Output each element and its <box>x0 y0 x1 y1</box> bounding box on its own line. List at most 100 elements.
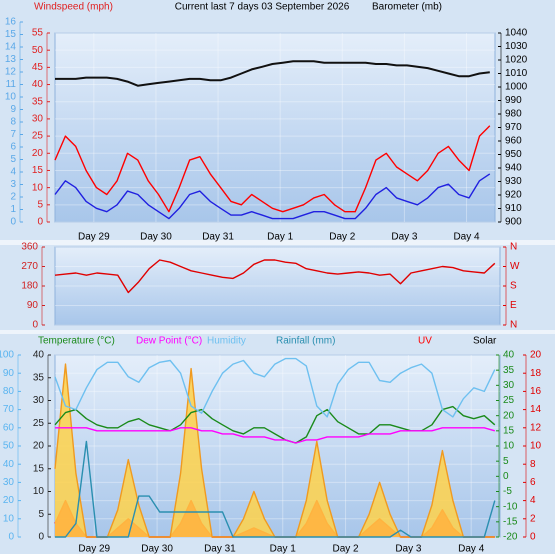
y-tick-label: 16 <box>530 386 542 397</box>
y-tick-label: 940 <box>505 163 522 174</box>
y-tick-label: W <box>510 261 520 272</box>
y2-axis-title: Barometer (mb) <box>372 2 442 13</box>
y-tick-label: -15 <box>503 516 518 527</box>
y-tick-label: 11 <box>6 79 17 90</box>
y-tick-label: 1030 <box>505 41 528 52</box>
y-tick-label: 8 <box>10 117 16 128</box>
legend-entry: Temperature (°C) <box>38 336 115 347</box>
y-tick-label: 12 <box>530 422 542 433</box>
y-tick-label: 0 <box>38 532 44 543</box>
y-tick-label: 1040 <box>505 28 528 39</box>
y-tick-label: 10 <box>33 486 45 497</box>
y-tick-label: 2 <box>10 192 16 203</box>
y-tick-label: 930 <box>505 176 522 187</box>
y-tick-label: 7 <box>10 129 16 140</box>
y-tick-label: 10 <box>5 92 17 103</box>
y-tick-label: 360 <box>21 242 38 253</box>
x-tick-label: Day 31 <box>202 232 234 243</box>
y-tick-label: 80 <box>3 386 15 397</box>
x-tick-label: Day 3 <box>391 232 418 243</box>
x-tick-label: Day 30 <box>141 544 173 554</box>
y-tick-label: 20 <box>3 495 15 506</box>
y-tick-label: 0 <box>32 320 38 331</box>
y-tick-label: 0 <box>10 217 16 228</box>
y-tick-label: 50 <box>32 45 44 56</box>
y-tick-label: 25 <box>503 395 515 406</box>
y-tick-label: 20 <box>32 148 44 159</box>
y-tick-label: 0 <box>503 471 509 482</box>
y-tick-label: 55 <box>32 28 44 39</box>
y-tick-label: 90 <box>27 300 39 311</box>
y-tick-label: 6 <box>10 142 16 153</box>
y-tick-label: E <box>510 300 517 311</box>
y-tick-label: 25 <box>33 418 45 429</box>
y-tick-label: 40 <box>3 459 15 470</box>
y-tick-label: 16 <box>5 17 17 28</box>
legend-entry: UV <box>418 336 432 347</box>
series-line <box>55 440 496 538</box>
x-tick-label: Day 30 <box>140 232 172 243</box>
x-tick-label: Day 29 <box>78 232 110 243</box>
y-tick-label: 970 <box>505 122 522 133</box>
area-fill <box>55 364 495 537</box>
y-tick-label: 5 <box>38 509 44 520</box>
series-line <box>54 357 496 418</box>
y-tick-label: 960 <box>505 136 522 147</box>
y-tick-label: 40 <box>503 350 515 361</box>
y-tick-label: 5 <box>37 199 43 210</box>
y-tick-label: 900 <box>505 217 522 228</box>
y-tick-label: 40 <box>33 350 45 361</box>
series-line <box>55 60 490 87</box>
x-tick-label: Day 29 <box>78 544 110 554</box>
y-tick-label: 35 <box>33 372 45 383</box>
y-tick-label: 60 <box>3 422 15 433</box>
x-tick-label: Day 1 <box>270 544 297 554</box>
y-tick-label: 20 <box>503 410 515 421</box>
y-tick-label: 9 <box>10 104 16 115</box>
y-tick-label: 40 <box>32 79 44 90</box>
x-tick-label: Day 4 <box>458 544 485 554</box>
y-tick-label: 1 <box>10 204 16 215</box>
y-tick-label: 0 <box>8 532 14 543</box>
x-tick-label: Day 2 <box>329 232 356 243</box>
y-tick-label: 6 <box>530 477 536 488</box>
y-tick-label: -5 <box>503 486 512 497</box>
y-tick-label: 15 <box>5 29 17 40</box>
y-tick-label: 20 <box>33 441 45 452</box>
legend-entry: Humidity <box>207 336 246 347</box>
y-tick-label: 35 <box>503 365 515 376</box>
y-tick-label: 50 <box>3 441 15 452</box>
y-tick-label: 1020 <box>505 55 528 66</box>
series-line <box>54 125 491 213</box>
y-tick-label: 3 <box>10 179 16 190</box>
x-tick-label: Day 1 <box>267 232 294 243</box>
y-tick-label: -10 <box>503 501 518 512</box>
series-line <box>54 259 496 294</box>
legend-entry: Rainfall (mm) <box>276 336 335 347</box>
y-tick-label: 5 <box>503 456 509 467</box>
y-tick-label: 14 <box>530 404 542 415</box>
y-tick-label: 30 <box>503 380 515 391</box>
x-tick-label: Day 31 <box>204 544 236 554</box>
y-tick-label: 4 <box>10 167 16 178</box>
chart-title: Current last 7 days 03 September 2026 <box>175 2 350 13</box>
y-tick-label: 4 <box>530 495 536 506</box>
y-tick-label: 10 <box>530 441 542 452</box>
separator <box>0 240 555 245</box>
y-tick-label: 0 <box>530 532 536 543</box>
y-tick-label: 270 <box>21 261 38 272</box>
y-tick-label: 13 <box>5 54 17 65</box>
y-tick-label: 10 <box>3 513 15 524</box>
y-tick-label: 5 <box>10 154 16 165</box>
y-tick-label: 30 <box>3 477 15 488</box>
y-tick-label: 30 <box>32 114 44 125</box>
plot-area <box>54 32 496 223</box>
y-tick-label: 20 <box>530 350 542 361</box>
y-tick-label: N <box>510 320 517 331</box>
legend-entry: Dew Point (°C) <box>136 336 202 347</box>
y-tick-label: 180 <box>21 281 38 292</box>
y-tick-label: 1010 <box>505 68 528 79</box>
y-tick-label: 35 <box>32 96 44 107</box>
separator <box>0 330 555 334</box>
